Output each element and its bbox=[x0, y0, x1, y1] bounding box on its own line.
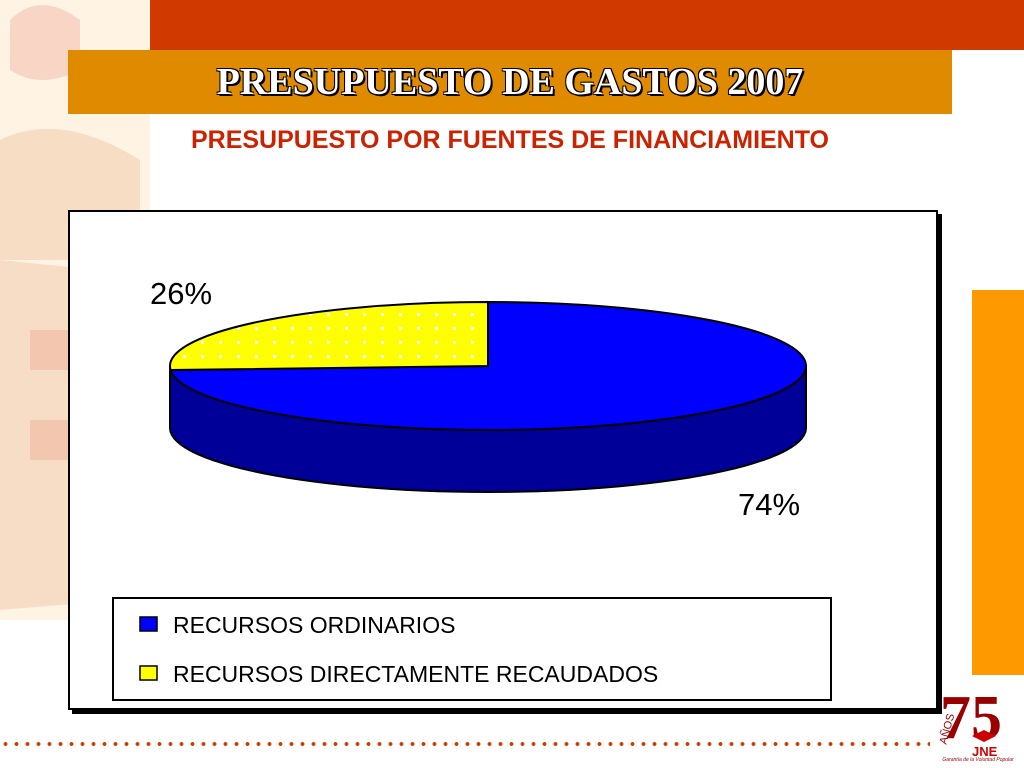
legend-swatch-recursos-ordinarios bbox=[139, 616, 158, 632]
title-bar: PRESUPUESTO DE GASTOS 2007 bbox=[68, 50, 952, 114]
data-label-recursos-directamente-recaudados: 26% bbox=[150, 276, 212, 311]
legend-label-recursos-directamente-recaudados: RECURSOS DIRECTAMENTE RECAUDADOS bbox=[173, 661, 658, 687]
data-label-recursos-ordinarios: 74% bbox=[738, 487, 800, 522]
legend-label-recursos-ordinarios: RECURSOS ORDINARIOS bbox=[173, 612, 455, 638]
right-orange-bar bbox=[972, 290, 1024, 675]
logo-brand: JNE bbox=[972, 744, 998, 759]
pie-chart: 74% 26% RECURSOS ORDINARIOS RECURSOS DIR… bbox=[112, 276, 832, 701]
chart-legend: RECURSOS ORDINARIOS RECURSOS DIRECTAMENT… bbox=[112, 597, 832, 701]
logo-number: 75 bbox=[940, 684, 1002, 752]
top-red-bar bbox=[150, 0, 1024, 50]
jne-75-logo: 75 AÑOS JNE bbox=[937, 684, 1002, 759]
logo-caption: Garantía de la Voluntad Popular bbox=[942, 757, 1014, 763]
pie-slice-recursos-directamente-recaudados bbox=[169, 300, 489, 372]
page-title: PRESUPUESTO DE GASTOS 2007 bbox=[216, 61, 804, 103]
page-subtitle: PRESUPUESTO POR FUENTES DE FINANCIAMIENT… bbox=[190, 126, 830, 154]
legend-swatch-recursos-directamente-recaudados bbox=[139, 665, 158, 681]
dotted-divider bbox=[0, 740, 930, 748]
